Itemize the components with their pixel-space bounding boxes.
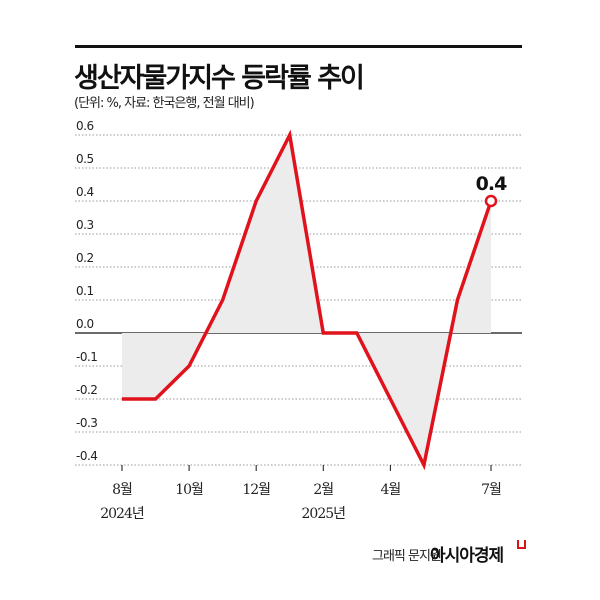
y-tick-label: 0.2 [76,251,94,265]
area-fill [122,135,491,465]
x-tick-label: 12월 [242,482,270,498]
chart-subtitle: (단위: %, 자료: 한국은행, 전월 대비) [74,96,255,111]
top-rule [75,45,522,48]
highlight-point [484,194,498,208]
brand-mark-icon [517,540,526,549]
chart-title: 생산자물가지수 등락률 추이 [74,63,365,94]
x-tick-label: 4월 [380,482,400,498]
data-label: 0.4 [476,173,507,195]
y-tick-label: -0.3 [76,416,97,430]
series-line [122,129,493,471]
y-tick-label: 0.1 [76,284,94,298]
y-tick-label: 0.3 [76,218,94,232]
x-tick-label: 2월 [313,482,333,498]
graphic-credit: 그래픽 문지원 [372,549,442,564]
x-tick-sublabel: 2025년 [302,506,346,522]
y-tick-label: 0.6 [76,119,94,133]
y-tick-label: -0.4 [76,449,97,463]
x-tick-label: 7월 [481,482,501,498]
y-tick-label: 0.5 [76,152,94,166]
x-tick-label: 8월 [112,482,132,498]
y-tick-label: -0.1 [76,350,97,364]
y-tick-label: 0.0 [76,317,94,331]
y-tick-label: -0.2 [76,383,97,397]
y-tick-label: 0.4 [76,185,94,199]
x-tick-label: 10월 [175,482,203,498]
x-tick-sublabel: 2024년 [100,506,144,522]
brand-logo: 아시아경제 [430,546,504,566]
